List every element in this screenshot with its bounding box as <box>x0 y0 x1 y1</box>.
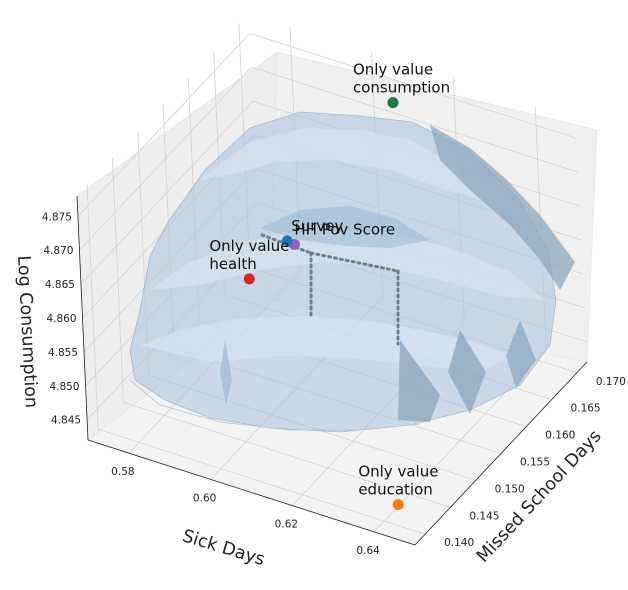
z-axis-line <box>76 195 89 441</box>
z-tick-label: 4.850 <box>49 381 79 393</box>
surface <box>129 111 575 433</box>
surface-spike <box>448 330 486 414</box>
x-tick-label: 0.58 <box>111 466 134 478</box>
grid-line <box>251 66 579 173</box>
data-point <box>243 273 255 285</box>
x-tick-label: 0.64 <box>356 545 380 557</box>
z-tick-label: 4.860 <box>46 313 76 325</box>
y-tick-label: 0.160 <box>545 430 575 442</box>
y-axis-line <box>414 361 588 546</box>
grid-line <box>80 100 254 285</box>
point-annotation: Only value <box>209 237 289 255</box>
y-tick-label: 0.150 <box>495 483 525 495</box>
point-annotation: Only value <box>353 61 433 79</box>
z-tick-label: 4.875 <box>42 211 72 223</box>
axes <box>76 195 588 546</box>
ticks: 0.64 0.62 0.60 0.58 0.140 0.145 0.150 0.155 0.16… <box>42 211 626 557</box>
x-axis-line <box>87 439 416 546</box>
surface-band <box>200 128 480 200</box>
surface-spike <box>220 340 232 405</box>
x-tick-label: 0.62 <box>275 519 298 531</box>
data-point <box>387 97 399 109</box>
grid-line <box>77 33 251 217</box>
z-tick-label: 4.870 <box>43 245 73 257</box>
surface-spike <box>506 320 536 388</box>
z-tick-label: 4.855 <box>48 347 78 359</box>
grid-line <box>79 66 252 251</box>
y-tick-label: 0.170 <box>596 376 626 388</box>
z-tick-label: 4.845 <box>51 415 81 427</box>
grid-line <box>123 401 451 508</box>
z-axis-label: Log Consumption <box>13 255 41 409</box>
z-tick-label: 4.865 <box>45 279 75 291</box>
surface-band <box>140 316 515 372</box>
y-tick-label: 0.145 <box>469 510 499 522</box>
guide-line <box>309 251 400 273</box>
data-point <box>281 235 293 247</box>
surface-edge <box>129 379 421 431</box>
surface-spike <box>398 340 440 422</box>
y-tick-label: 0.155 <box>520 457 550 469</box>
grid-line <box>97 428 426 535</box>
point-annotation: HH Pov Score <box>294 221 395 239</box>
surface-band <box>150 228 545 300</box>
x-tick-label: 0.60 <box>193 492 216 504</box>
point-annotation: Survey <box>291 217 343 235</box>
grid-line <box>249 32 578 139</box>
x-axis-label: Sick Days <box>180 526 267 570</box>
point-annotation: Only value <box>358 463 438 481</box>
y-tick-label: 0.140 <box>444 537 474 549</box>
point-annotation: health <box>209 255 256 273</box>
surface-band <box>260 206 430 248</box>
point-annotation: education <box>358 481 432 499</box>
data-point <box>392 499 404 511</box>
surface-fold <box>430 125 575 290</box>
y-tick-label: 0.165 <box>571 403 601 415</box>
point-annotation: consumption <box>353 79 450 97</box>
